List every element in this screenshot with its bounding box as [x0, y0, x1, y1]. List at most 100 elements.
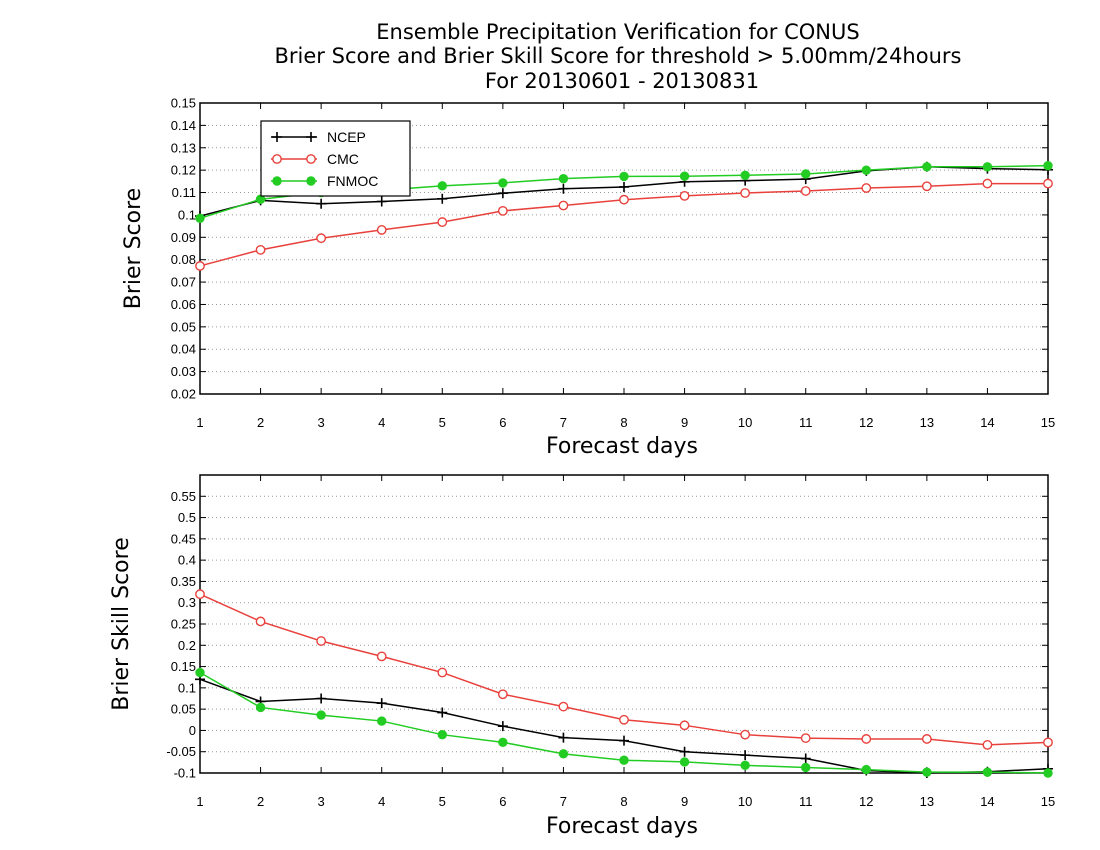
- x-tick-label: 13: [920, 415, 934, 430]
- legend-marker-cmc: [272, 154, 282, 164]
- chart-title-line-1: Ensemble Precipitation Verification for …: [376, 20, 859, 44]
- x-tick-label: 7: [560, 794, 567, 809]
- data-point-fnmoc: [922, 162, 932, 172]
- x-tick-label: 14: [980, 794, 994, 809]
- x-tick-label: 15: [1041, 794, 1055, 809]
- data-point-fnmoc: [619, 755, 629, 765]
- data-point-ncep: [437, 707, 448, 718]
- y-tick-label: 0.5: [178, 510, 196, 525]
- data-point-cmc: [1043, 178, 1053, 189]
- x-tick-label: 5: [439, 794, 446, 809]
- y-tick-label: 0.05: [171, 319, 196, 334]
- data-point-cmc: [195, 589, 205, 600]
- y-axis-title: Brier Skill Score: [109, 537, 134, 710]
- x-tick-label: 8: [620, 794, 627, 809]
- plot-frame: [199, 474, 1049, 774]
- data-point-fnmoc: [801, 169, 811, 179]
- data-point-ncep: [376, 698, 387, 709]
- y-tick-label: -0.1: [174, 766, 196, 781]
- x-tick-label: 5: [439, 415, 446, 430]
- data-point-fnmoc: [377, 716, 387, 726]
- data-point-ncep: [376, 196, 387, 207]
- legend-label-cmc: CMC: [327, 151, 359, 167]
- legend-marker-fnmoc: [272, 176, 282, 186]
- data-point-ncep: [497, 721, 508, 732]
- data-point-fnmoc: [255, 702, 266, 713]
- data-point-cmc: [921, 734, 932, 744]
- data-point-ncep: [558, 183, 569, 194]
- data-point-cmc: [437, 667, 448, 678]
- x-tick-label: 11: [799, 415, 813, 430]
- data-point-cmc: [619, 194, 629, 205]
- y-axis-title: Brier Score: [121, 188, 146, 309]
- data-point-cmc: [679, 190, 690, 201]
- data-point-fnmoc: [679, 171, 690, 181]
- data-point-fnmoc: [195, 667, 205, 678]
- x-tick-label: 1: [196, 794, 203, 809]
- x-tick-label: 10: [738, 415, 752, 430]
- data-point-cmc: [1043, 737, 1053, 748]
- data-point-ncep: [437, 193, 448, 204]
- data-point-ncep: [316, 198, 327, 209]
- data-point-ncep: [497, 188, 508, 199]
- legend-box: [260, 120, 411, 197]
- data-point-cmc: [376, 225, 387, 235]
- x-tick-label: 10: [738, 794, 752, 809]
- y-tick-label: 0.14: [171, 118, 196, 133]
- data-point-cmc: [679, 720, 690, 731]
- legend-label-fnmoc: FNMOC: [327, 173, 378, 189]
- y-tick-label: -0.05: [166, 744, 196, 759]
- legend: NCEP CMC FNMOC: [260, 120, 411, 197]
- data-point-cmc: [437, 217, 448, 227]
- y-tick-label: 0.03: [171, 364, 196, 379]
- y-tick-label: 0.13: [171, 140, 196, 155]
- data-point-cmc: [255, 616, 266, 627]
- series-cmc: [195, 589, 1053, 750]
- x-tick-label: 12: [859, 415, 873, 430]
- data-point-fnmoc: [740, 170, 750, 181]
- data-point-cmc: [255, 244, 266, 255]
- series-fnmoc: [195, 667, 1053, 778]
- data-point-fnmoc: [982, 767, 993, 777]
- x-tick-label: 4: [378, 415, 385, 430]
- data-point-fnmoc: [437, 181, 447, 191]
- data-point-cmc: [800, 186, 811, 196]
- legend-marker-ncep: [306, 132, 316, 142]
- x-tick-label: 1: [196, 415, 203, 430]
- brier-score-panel: 0.02 0.03 0.04 0.05 0.06 0.07 0.08 0.09 0.1 0.11 0…: [121, 96, 1055, 460]
- data-point-ncep: [316, 693, 327, 704]
- series-cmc: [195, 178, 1053, 271]
- x-tick-label: 6: [499, 415, 506, 430]
- y-tick-label: 0.05: [171, 702, 196, 717]
- x-tick-label: 8: [620, 415, 627, 430]
- data-point-cmc: [497, 689, 508, 700]
- data-point-cmc: [316, 233, 327, 244]
- x-tick-label: 6: [499, 794, 506, 809]
- y-tick-label: 0.1: [178, 207, 196, 222]
- x-tick-label: 9: [681, 794, 688, 809]
- y-tick-label: 0.4: [178, 553, 196, 568]
- y-tick-label: 0.1: [178, 680, 196, 695]
- data-point-fnmoc: [679, 757, 690, 767]
- data-point-cmc: [800, 733, 811, 743]
- data-point-ncep: [800, 753, 811, 764]
- y-tick-label: 0.07: [171, 275, 196, 290]
- x-tick-label: 2: [257, 415, 264, 430]
- data-point-fnmoc: [498, 737, 508, 748]
- data-point-fnmoc: [558, 749, 569, 759]
- x-tick-label: 15: [1041, 415, 1055, 430]
- data-point-fnmoc: [982, 162, 993, 172]
- x-tick-label: 3: [318, 794, 325, 809]
- x-tick-label: 4: [378, 794, 385, 809]
- x-axis-title: Forecast days: [546, 434, 698, 459]
- data-point-cmc: [982, 178, 993, 189]
- data-point-ncep: [740, 750, 751, 761]
- y-tick-label: 0.08: [171, 252, 196, 267]
- legend-marker-fnmoc: [306, 176, 316, 186]
- y-tick-label: 0.06: [171, 297, 196, 312]
- data-point-fnmoc: [558, 173, 569, 184]
- x-tick-label: 13: [920, 794, 934, 809]
- data-point-fnmoc: [316, 710, 326, 720]
- y-tick-label: 0.3: [178, 595, 196, 610]
- data-point-fnmoc: [922, 767, 932, 777]
